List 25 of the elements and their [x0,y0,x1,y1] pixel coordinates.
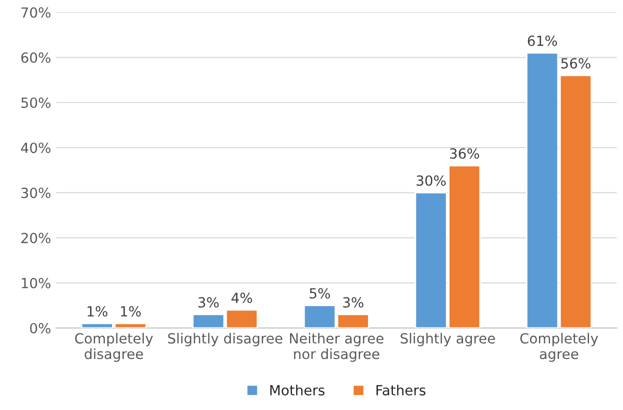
data-label: 61% [528,36,557,46]
x-tick-label: Slightly disagree [168,332,282,346]
data-label: 36% [450,148,480,159]
y-tick-label: 0% [30,322,50,334]
data-label: 1% [121,306,141,317]
y-tick-label: 60% [21,52,50,63]
legend-label: Fathers [376,384,426,396]
x-tick-label: Neither agree nor disagree [290,332,384,362]
x-tick-label: Completely disagree [75,332,153,362]
y-tick-label: 30% [21,188,50,198]
data-label: 4% [231,292,252,304]
y-tick-label: 70% [21,7,50,18]
y-tick-label: 10% [22,278,50,288]
x-tick-label: Completely agree [520,332,598,362]
y-tick-label: 50% [21,97,50,108]
y-tick-label: 20% [21,232,50,244]
x-tick-label: Slightly agree [400,332,495,346]
data-label: 5% [310,288,330,299]
data-label: 1% [88,306,108,317]
data-label: 3% [198,297,219,308]
y-tick-label: 40% [21,142,50,154]
data-label: 56% [561,58,590,69]
data-label: 30% [416,175,446,186]
data-label: 3% [343,297,364,308]
legend-label: Mothers [270,384,324,396]
